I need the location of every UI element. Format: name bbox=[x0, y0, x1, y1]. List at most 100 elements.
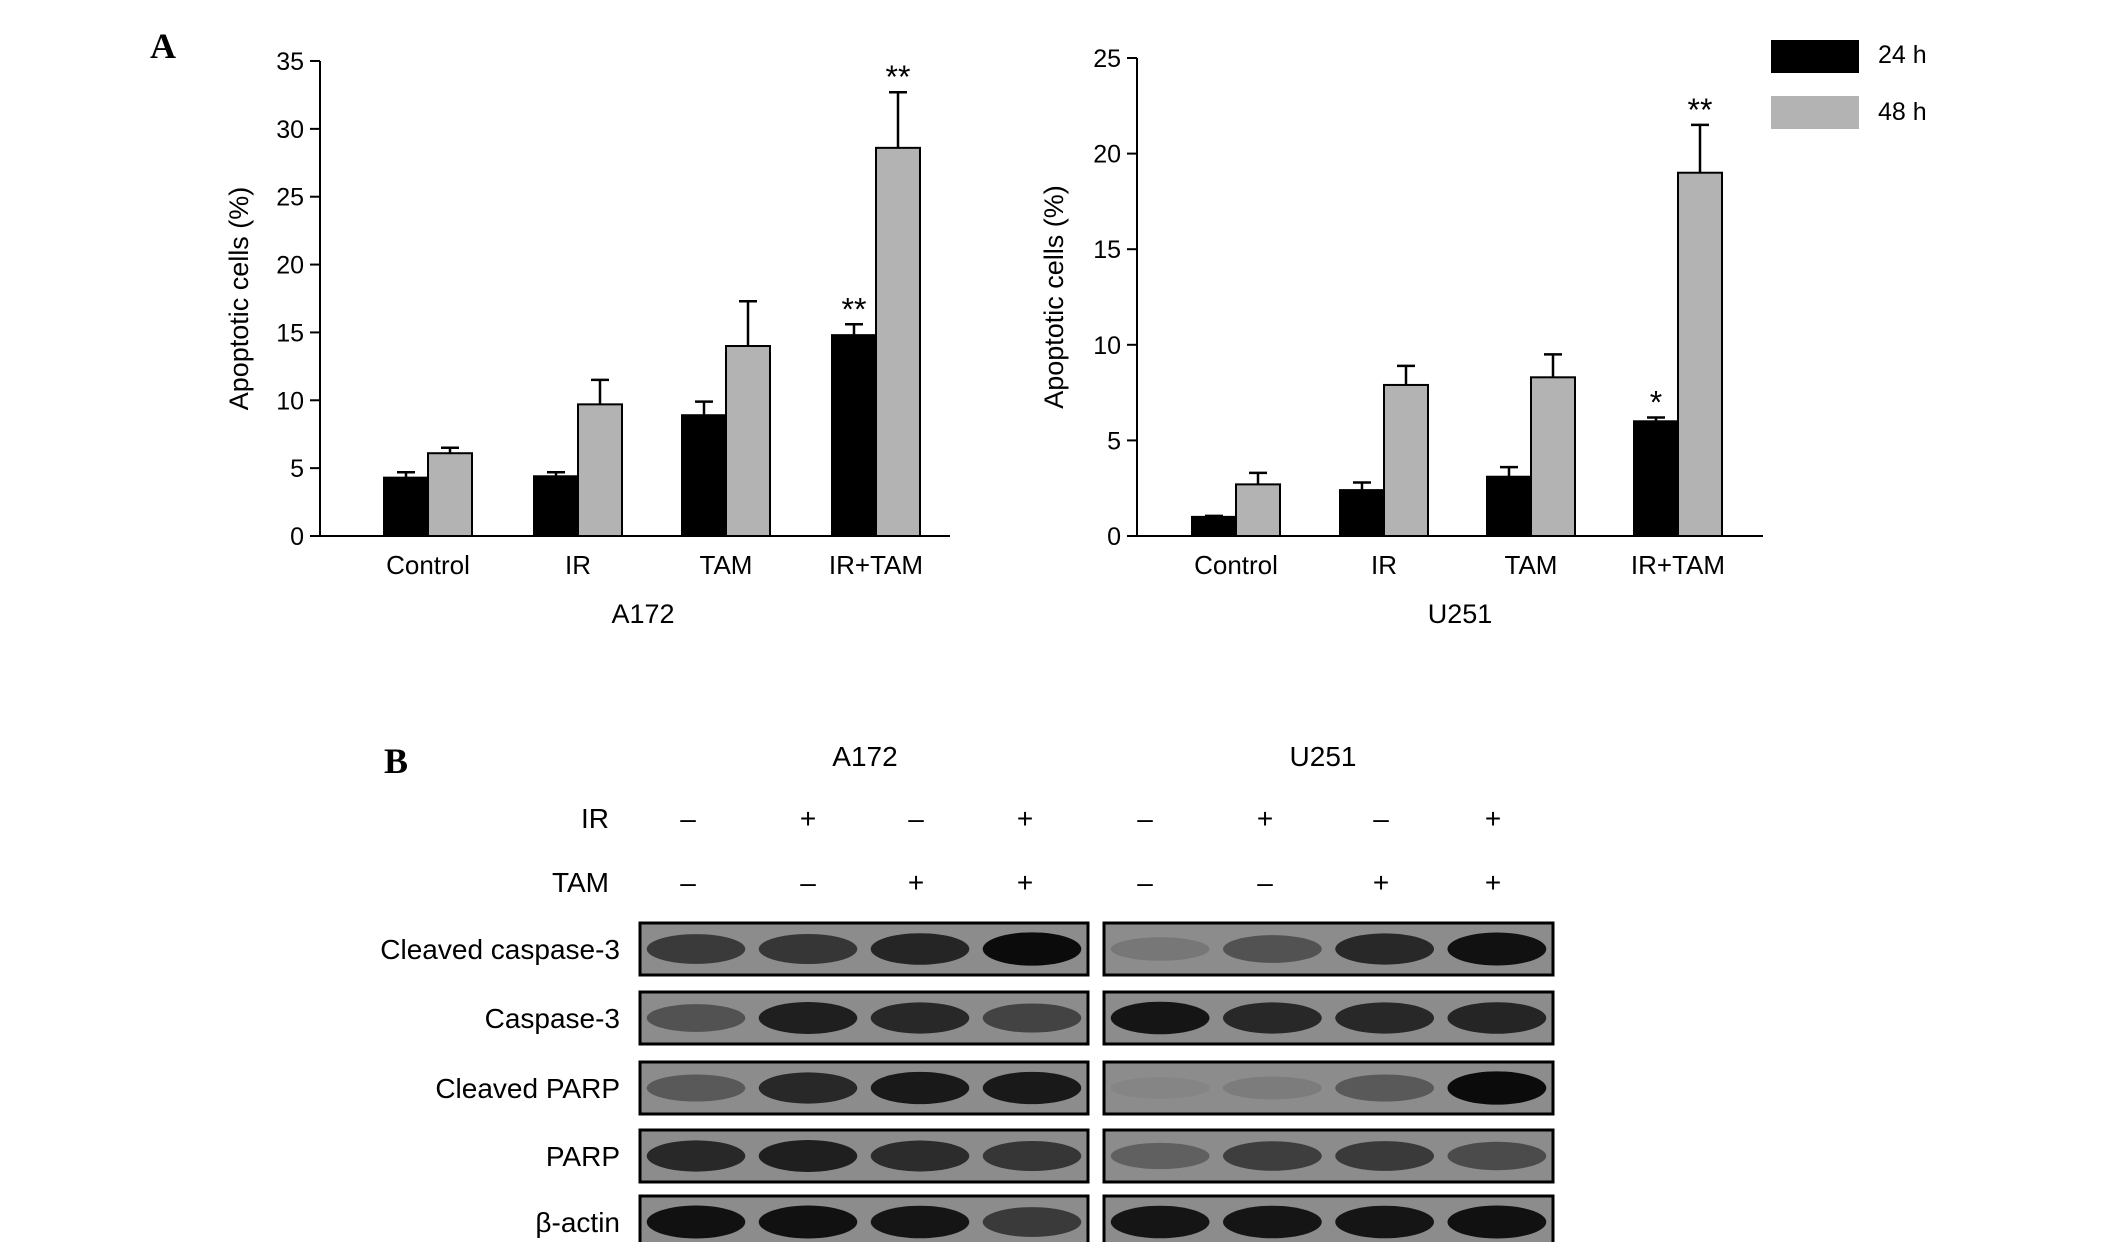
condition-label-ir: IR bbox=[581, 803, 609, 834]
blot-band bbox=[758, 1072, 858, 1104]
legend-label-48h: 48 h bbox=[1878, 98, 1927, 126]
legend-swatch-24h bbox=[1771, 40, 1859, 73]
bar-24h-control bbox=[383, 476, 429, 537]
blot-band bbox=[758, 1002, 858, 1034]
blot-band bbox=[1447, 1002, 1547, 1034]
significance-marker: ** bbox=[1688, 92, 1713, 128]
blot-row-label: Caspase-3 bbox=[485, 1003, 620, 1034]
condition-label-tam: TAM bbox=[552, 867, 609, 898]
blot-band bbox=[982, 932, 1082, 966]
blot-band bbox=[982, 1207, 1082, 1237]
blot-band bbox=[870, 1071, 970, 1105]
blot-band bbox=[646, 1140, 746, 1172]
bar-48h-ir-tam bbox=[875, 146, 921, 537]
y-tick-label: 5 bbox=[1107, 427, 1121, 455]
bar-24h-ir bbox=[533, 475, 579, 537]
x-tick-label: TAM bbox=[700, 550, 753, 580]
blot-band bbox=[1222, 1205, 1322, 1239]
legend: 24 h 48 h bbox=[1771, 40, 1927, 129]
blot-row-label: β-actin bbox=[535, 1207, 620, 1238]
blot-band bbox=[758, 1205, 858, 1239]
blot-band bbox=[1447, 1071, 1547, 1105]
blot-band bbox=[758, 933, 858, 965]
blot-band bbox=[982, 1071, 1082, 1105]
blot-band bbox=[1110, 1205, 1210, 1239]
blot-band bbox=[1110, 1001, 1210, 1035]
blot-band bbox=[982, 1140, 1082, 1172]
bar-24h-tam bbox=[681, 414, 727, 538]
y-tick-label: 10 bbox=[276, 387, 304, 415]
chart-a172: 0 5 10 15 20 25 30 35 Apoptotic cells (%) Control… bbox=[224, 48, 950, 629]
blot-rows: Cleaved caspase-3 Caspase-3 Cleaved PARP PA… bbox=[380, 921, 1555, 1242]
y-tick-label: 35 bbox=[276, 48, 304, 76]
blot-row-label: Cleaved PARP bbox=[435, 1073, 620, 1104]
blot-band bbox=[1335, 933, 1435, 965]
blot-band bbox=[1335, 1205, 1435, 1239]
bar-48h-tam bbox=[1530, 376, 1576, 537]
condition-sign: – bbox=[680, 803, 696, 834]
x-tick-label: IR+TAM bbox=[1631, 550, 1725, 580]
x-tick-label: Control bbox=[1194, 550, 1278, 580]
condition-sign: – bbox=[1373, 803, 1389, 834]
blot-band bbox=[1335, 1141, 1435, 1171]
blot-band bbox=[1110, 1142, 1210, 1170]
blot-band bbox=[1335, 1002, 1435, 1034]
blot-band bbox=[1222, 1141, 1322, 1171]
bar-48h-tam bbox=[725, 345, 771, 537]
condition-sign: – bbox=[1257, 867, 1273, 898]
y-tick-label: 25 bbox=[1093, 45, 1121, 73]
blot-band bbox=[1447, 1141, 1547, 1171]
condition-sign: – bbox=[1137, 803, 1153, 834]
blot-band bbox=[1222, 1076, 1322, 1100]
y-tick-label: 20 bbox=[1093, 141, 1121, 169]
condition-sign: + bbox=[1017, 867, 1033, 898]
legend-label-24h: 24 h bbox=[1878, 41, 1927, 69]
x-axis-label: A172 bbox=[611, 599, 674, 629]
condition-sign: + bbox=[800, 803, 816, 834]
y-tick-label: 0 bbox=[290, 523, 304, 551]
y-tick-label: 10 bbox=[1093, 332, 1121, 360]
blot-band bbox=[646, 1205, 746, 1239]
condition-sign: + bbox=[1257, 803, 1273, 834]
blot-band bbox=[982, 1003, 1082, 1033]
blot-band bbox=[1110, 1077, 1210, 1099]
blot-row-label: Cleaved caspase-3 bbox=[380, 934, 620, 965]
condition-sign: – bbox=[680, 867, 696, 898]
blot-group-u251: U251 bbox=[1290, 741, 1357, 772]
bar-24h-tam bbox=[1486, 475, 1532, 537]
condition-sign: + bbox=[1485, 803, 1501, 834]
blot-band bbox=[1447, 1205, 1547, 1239]
blot-band bbox=[870, 1140, 970, 1172]
blot-band bbox=[646, 1004, 746, 1032]
y-tick-label: 15 bbox=[1093, 236, 1121, 264]
y-tick-label: 0 bbox=[1107, 523, 1121, 551]
panel-b-label: B bbox=[384, 741, 408, 781]
x-tick-label: IR+TAM bbox=[829, 550, 923, 580]
legend-swatch-48h bbox=[1771, 96, 1859, 129]
blot-band bbox=[1335, 1074, 1435, 1102]
y-tick-label: 15 bbox=[276, 319, 304, 347]
significance-marker: ** bbox=[886, 59, 911, 95]
y-tick-label: 20 bbox=[276, 252, 304, 280]
blot-band bbox=[870, 1205, 970, 1239]
blot-group-a172: A172 bbox=[832, 741, 897, 772]
blot-band bbox=[1222, 935, 1322, 963]
blot-band bbox=[870, 933, 970, 965]
y-tick-label: 30 bbox=[276, 116, 304, 144]
blot-band bbox=[1110, 937, 1210, 961]
blot-band bbox=[646, 934, 746, 964]
condition-sign: – bbox=[908, 803, 924, 834]
condition-sign: + bbox=[1017, 803, 1033, 834]
y-tick-label: 5 bbox=[290, 455, 304, 483]
condition-sign: + bbox=[1485, 867, 1501, 898]
condition-sign: – bbox=[800, 867, 816, 898]
blot-band bbox=[758, 1140, 858, 1172]
bar-48h-ir bbox=[577, 403, 623, 537]
condition-sign: + bbox=[908, 867, 924, 898]
bar-48h-control bbox=[427, 452, 473, 538]
y-tick-label: 25 bbox=[276, 184, 304, 212]
western-blot: A172 U251 IR – + – + – + – + TAM – – + + – – + + Cleaved … bbox=[380, 741, 1555, 1242]
panel-a-label: A bbox=[150, 26, 176, 66]
condition-sign: – bbox=[1137, 867, 1153, 898]
